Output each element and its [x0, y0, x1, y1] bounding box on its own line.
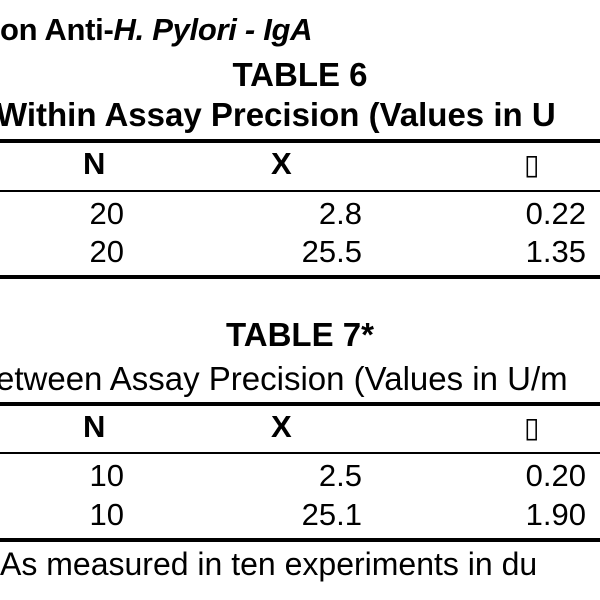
- table-7-bottom-rule: [0, 538, 600, 542]
- table-7-header-rule: [0, 452, 600, 454]
- document-heading: on Anti-H. Pylori - IgA: [0, 12, 313, 47]
- table-7-header-n: N: [83, 409, 106, 444]
- table-7-cell: 10: [89, 458, 124, 493]
- table-6-bottom-rule: [0, 275, 600, 279]
- table-6-header-sd-icon: ▯: [524, 148, 540, 181]
- table-6-title: TABLE 6: [232, 56, 368, 93]
- heading-prefix: on Anti-: [0, 12, 114, 47]
- table-7-cell: 1.90: [525, 497, 586, 532]
- table-7-cell: 2.5: [318, 458, 362, 493]
- table-7-cell: 25.1: [301, 497, 362, 532]
- table-6-cell: 2.8: [318, 196, 362, 231]
- table-6-cell: 20: [89, 234, 124, 269]
- table-7-cell: 10: [89, 497, 124, 532]
- table-7-caption: etween Assay Precision (Values in U/m: [0, 360, 568, 397]
- table-6-cell: 25.5: [301, 234, 362, 269]
- table-6-cell: 1.35: [525, 234, 586, 269]
- table-6-header-x: X: [271, 146, 292, 181]
- table-6-caption: Within Assay Precision (Values in U: [0, 96, 556, 133]
- table-7-top-rule: [0, 402, 600, 406]
- table-6-header-n: N: [83, 146, 106, 181]
- table-7-cell: 0.20: [525, 458, 586, 493]
- table-7-header-x: X: [271, 409, 292, 444]
- footnote: As measured in ten experiments in du: [0, 546, 538, 582]
- table-7-header-sd-icon: ▯: [524, 411, 540, 444]
- table-7-title: TABLE 7*: [226, 316, 374, 353]
- table-6-cell: 20: [89, 196, 124, 231]
- table-6-top-rule: [0, 139, 600, 143]
- table-6-cell: 0.22: [525, 196, 586, 231]
- table-6-header-rule: [0, 190, 600, 192]
- heading-italic: H. Pylori - IgA: [113, 12, 313, 47]
